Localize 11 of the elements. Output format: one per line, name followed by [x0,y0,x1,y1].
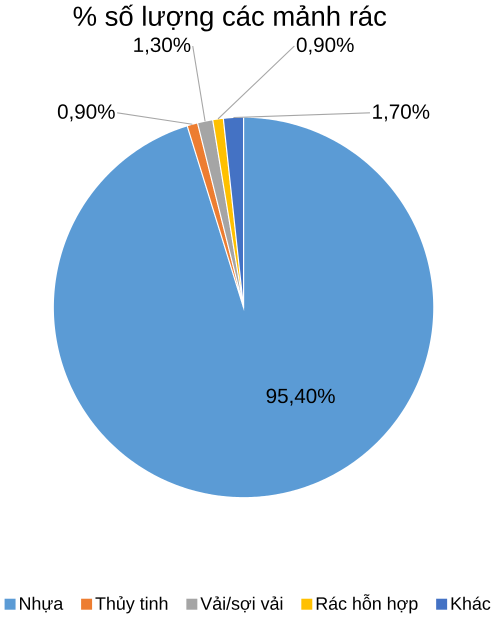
data-label: 0,90% [58,104,115,122]
data-label: 1,30% [134,38,190,55]
data-label: 95,40% [266,388,335,406]
legend-label: Rác hỗn hợp [316,594,418,614]
legend-label: Khác [451,596,490,610]
legend-label: Vải/sợi vải [200,596,282,612]
chart-title: % số lượng các mảnh rác [73,4,386,32]
data-label: 1,70% [372,104,430,122]
data-label: 0,90% [296,38,354,55]
legend-label: Nhựa [20,596,64,612]
legend-label: Thủy tinh [95,596,168,614]
